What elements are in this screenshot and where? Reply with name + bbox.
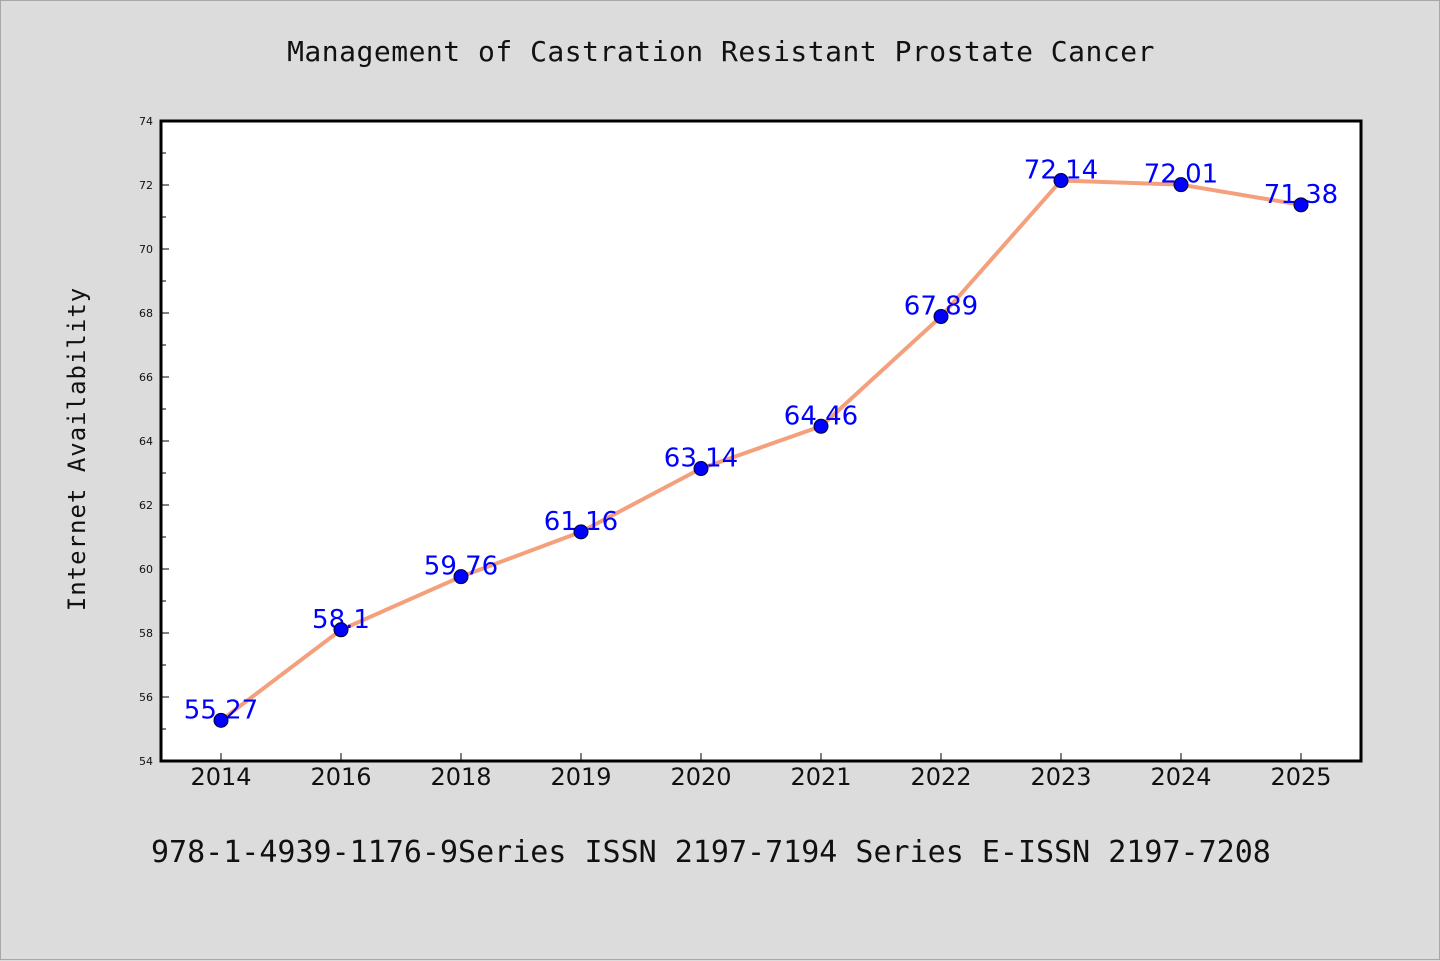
y-tick-label: 70 xyxy=(139,243,153,256)
y-tick-label: 68 xyxy=(139,307,153,320)
plot-frame xyxy=(159,119,1363,763)
x-tick-label: 2016 xyxy=(310,763,371,791)
y-tick-label: 66 xyxy=(139,371,153,384)
x-tick-label: 2025 xyxy=(1270,763,1331,791)
y-tick-label: 72 xyxy=(139,179,153,192)
data-point xyxy=(213,712,229,728)
y-tick-label: 54 xyxy=(139,755,153,768)
data-point xyxy=(1173,177,1189,193)
x-tick-label: 2021 xyxy=(790,763,851,791)
series-line xyxy=(219,178,1303,723)
data-point xyxy=(933,309,949,325)
footer-note: 978-1-4939-1176-9Series ISSN 2197-7194 S… xyxy=(151,835,1271,870)
data-point xyxy=(453,569,469,585)
x-tick-label: 2023 xyxy=(1030,763,1091,791)
data-point xyxy=(813,418,829,434)
x-tick-label: 2014 xyxy=(190,763,251,791)
y-tick-label: 74 xyxy=(139,115,153,128)
data-point xyxy=(333,622,349,638)
chart-title: Management of Castration Resistant Prost… xyxy=(287,35,1155,68)
x-tick-label: 2018 xyxy=(430,763,491,791)
data-point xyxy=(693,461,709,477)
x-tick-label: 2022 xyxy=(910,763,971,791)
y-tick-label: 58 xyxy=(139,627,153,640)
plot-background xyxy=(161,121,1361,761)
x-tick-label: 2019 xyxy=(550,763,611,791)
data-point xyxy=(1293,197,1309,213)
y-tick-label: 62 xyxy=(139,499,153,512)
x-tick-label: 2020 xyxy=(670,763,731,791)
y-tick-label: 56 xyxy=(139,691,153,704)
y-tick-label: 60 xyxy=(139,563,153,576)
data-point xyxy=(1053,173,1069,189)
x-tick-label: 2024 xyxy=(1150,763,1211,791)
data-point xyxy=(573,524,589,540)
y-tick-label: 64 xyxy=(139,435,153,448)
